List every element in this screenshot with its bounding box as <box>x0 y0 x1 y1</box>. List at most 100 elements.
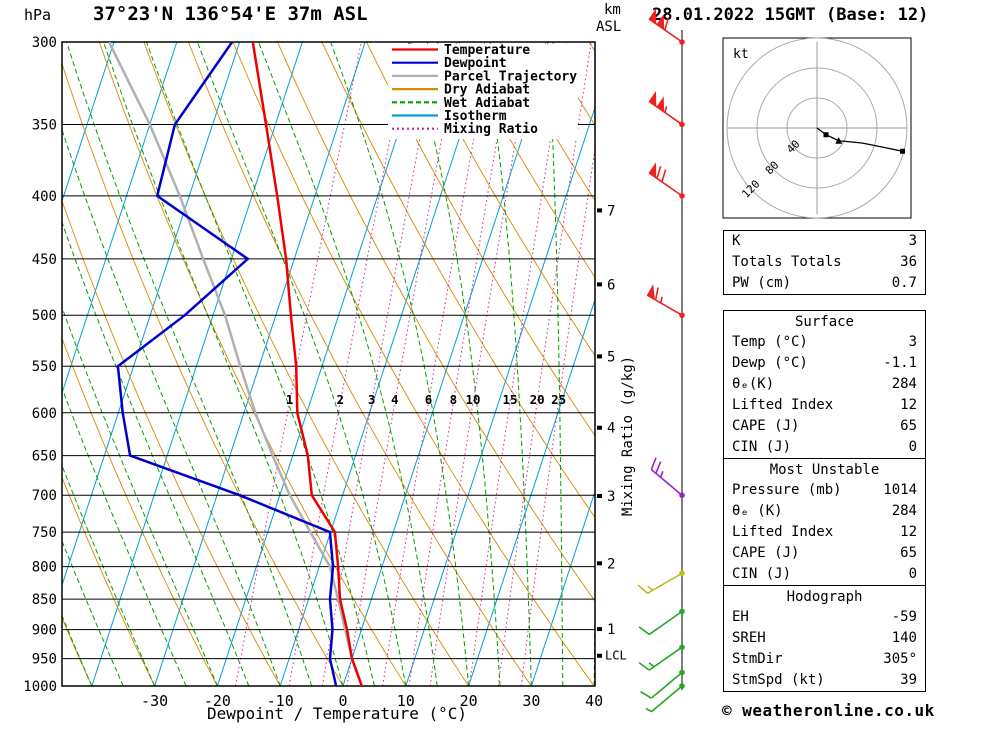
index-value: 3 <box>908 334 917 350</box>
wind-barb <box>650 457 685 499</box>
altitude-axis-unit-asl: ASL <box>596 19 622 35</box>
legend-label: Mixing Ratio <box>444 122 538 137</box>
pressure-tick-label: 500 <box>32 308 57 324</box>
index-row: StmSpd (kt) 39 <box>724 670 925 691</box>
barb-shaft <box>648 646 683 671</box>
lcl-label: LCL <box>605 649 627 663</box>
mixing-ratio-value-label: 10 <box>466 392 481 407</box>
barb-pennant <box>648 162 657 179</box>
sounding-profiles <box>107 42 363 686</box>
barb-full <box>654 287 659 301</box>
index-row: CAPE (J) 65 <box>724 416 925 437</box>
index-value: 65 <box>900 545 917 561</box>
legend-label: Isotherm <box>444 109 507 124</box>
index-label: Lifted Index <box>732 397 834 413</box>
index-row: Totals Totals 36 <box>724 252 925 273</box>
wind-barb <box>640 669 685 699</box>
index-label: θₑ(K) <box>732 376 775 392</box>
mixing-ratio-value-label: 25 <box>551 392 566 407</box>
barb-full <box>638 661 650 671</box>
barb-full <box>661 169 667 183</box>
wind-barb <box>648 8 685 45</box>
hodograph-marker-square <box>823 132 829 138</box>
hodograph-ring <box>756 67 878 189</box>
barb-station-dot <box>679 492 685 499</box>
barb-pennant <box>648 8 657 25</box>
temp-tick-label: 10 <box>397 692 415 710</box>
summary-box: K 3 Totals Totals 36 PW (cm) 0.7 <box>723 230 926 295</box>
barb-half <box>647 585 654 591</box>
index-row: Temp (°C) 3 <box>724 332 925 353</box>
barb-shaft <box>650 671 683 699</box>
index-value: -1.1 <box>883 355 917 371</box>
mixing-ratio-value-label: 6 <box>425 392 433 407</box>
legend-label: Temperature <box>444 43 530 58</box>
parcel-trajectory-line <box>107 42 363 686</box>
index-label: EH <box>732 609 749 625</box>
section-surface: Surface Temp (°C) 3 Dewp (°C) -1.1 θₑ(K) 284 Li… <box>723 310 926 459</box>
barb-full <box>640 690 652 699</box>
barb-full <box>655 461 662 474</box>
pressure-tick-label: 350 <box>32 117 57 133</box>
index-value: 0 <box>908 439 917 455</box>
isotherm-lines <box>62 42 595 686</box>
index-value: 39 <box>900 672 917 688</box>
pressure-tick-label: 800 <box>32 560 57 576</box>
pressure-tick-label: 600 <box>32 406 57 422</box>
altitude-axis-unit-km: km <box>604 2 621 18</box>
pressure-tick-label: 550 <box>32 359 57 375</box>
barb-shaft <box>650 468 683 496</box>
pressure-tick-label: 300 <box>32 35 57 51</box>
pressure-axis-unit: hPa <box>24 6 52 24</box>
km-tick <box>597 425 602 430</box>
index-label: StmDir <box>732 651 783 667</box>
index-row: Dewp (°C) -1.1 <box>724 353 925 374</box>
barb-shaft <box>646 572 683 594</box>
km-tick-label: 2 <box>607 556 615 572</box>
barb-station-dot <box>679 608 685 615</box>
barb-pennant <box>648 90 657 108</box>
pressure-tick-label: 850 <box>32 592 57 608</box>
mixing-ratio-value-label: 1 <box>286 392 294 407</box>
mixing-axis-label: Mixing Ratio (g/kg) <box>620 356 636 516</box>
index-label: Dewp (°C) <box>732 355 808 371</box>
index-value: 284 <box>891 376 917 392</box>
barb-station-dot <box>679 39 685 45</box>
index-row: CAPE (J) 65 <box>724 543 925 564</box>
index-value: 1014 <box>883 482 917 498</box>
wind-barb <box>638 608 685 636</box>
barb-station-dot <box>679 683 685 689</box>
legend-label: Dewpoint <box>444 56 507 71</box>
wind-barb <box>645 683 685 713</box>
index-value: 0 <box>908 566 917 582</box>
km-tick <box>597 282 602 287</box>
index-label: CAPE (J) <box>732 418 800 434</box>
temp-tick-label: -30 <box>141 692 168 710</box>
wind-barb <box>638 644 685 671</box>
index-value: 12 <box>900 524 917 540</box>
temp-tick-label: 20 <box>460 692 478 710</box>
temp-tick-label: 0 <box>338 692 347 710</box>
indices-table: K 3 Totals Totals 36 PW (cm) 0.7 Surface Temp (… <box>723 230 926 692</box>
km-tick-label: 1 <box>607 622 615 638</box>
km-tick <box>597 354 602 359</box>
km-tick <box>597 561 602 566</box>
run-date: 28.01.2022 15GMT (Base: 12) <box>652 5 929 25</box>
index-row: CIN (J) 0 <box>724 437 925 458</box>
copyright: © weatheronline.co.uk <box>722 701 935 720</box>
index-label: SREH <box>732 630 766 646</box>
hodograph-marker-triangle <box>835 137 843 144</box>
index-value: 65 <box>900 418 917 434</box>
barb-station-dot <box>679 193 685 199</box>
index-value: 3 <box>908 233 917 249</box>
hodograph-ring <box>726 37 908 219</box>
section-most-unstable: Most Unstable Pressure (mb) 1014 θₑ (K) 284 L… <box>723 458 926 586</box>
wind-barb <box>648 90 685 128</box>
legend-label: Parcel Trajectory <box>444 69 577 84</box>
temperature-line <box>251 42 363 686</box>
index-row: θₑ (K) 284 <box>724 501 925 522</box>
index-value: -59 <box>891 609 917 625</box>
